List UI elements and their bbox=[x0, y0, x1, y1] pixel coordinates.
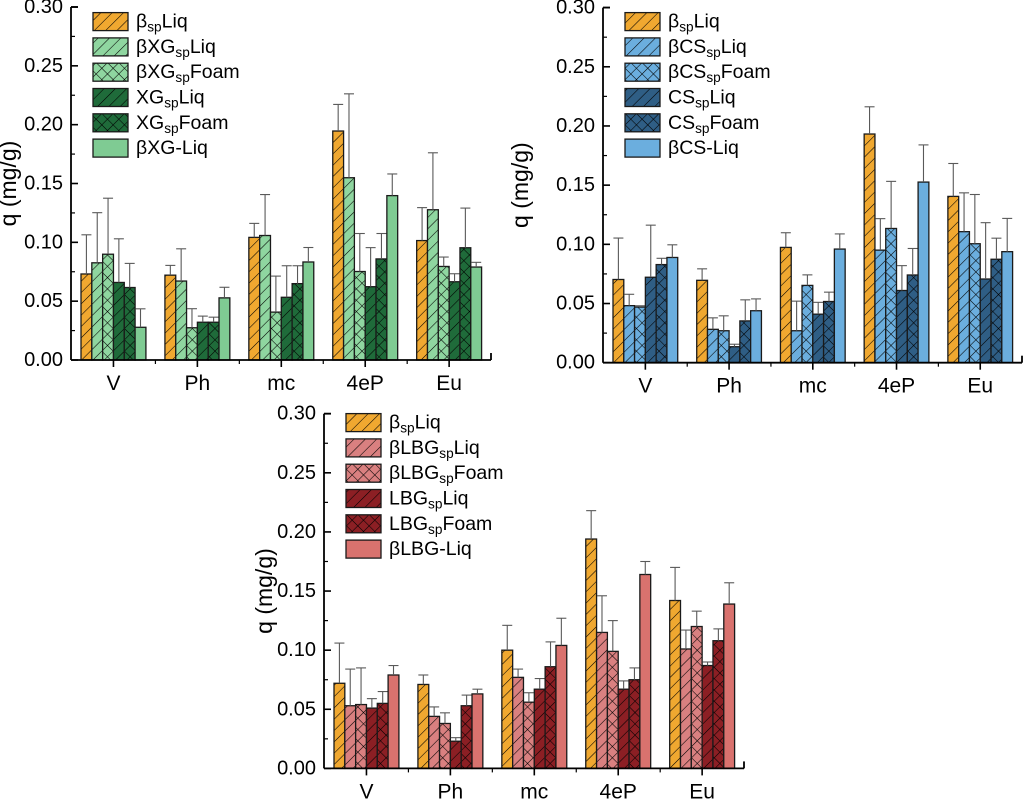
svg-text:0.20: 0.20 bbox=[24, 114, 63, 136]
svg-text:βspLiq: βspLiq bbox=[668, 11, 720, 35]
svg-text:0.15: 0.15 bbox=[556, 174, 595, 196]
svg-text:Ph: Ph bbox=[438, 780, 464, 802]
svg-text:mc: mc bbox=[799, 375, 827, 398]
svg-text:0.20: 0.20 bbox=[556, 115, 595, 137]
svg-text:XGspFoam: XGspFoam bbox=[136, 112, 228, 136]
svg-text:βspLiq: βspLiq bbox=[136, 11, 188, 35]
svg-text:0.20: 0.20 bbox=[277, 521, 316, 543]
svg-text:Eu: Eu bbox=[436, 372, 462, 395]
svg-text:mc: mc bbox=[267, 372, 295, 395]
svg-text:Eu: Eu bbox=[689, 780, 715, 802]
svg-text:0.30: 0.30 bbox=[556, 0, 595, 19]
svg-text:0.30: 0.30 bbox=[277, 403, 316, 425]
svg-text:βLBG-Liq: βLBG-Liq bbox=[389, 538, 472, 560]
svg-text:0.05: 0.05 bbox=[24, 290, 63, 312]
svg-text:q (mg/g): q (mg/g) bbox=[507, 142, 533, 228]
svg-text:0.05: 0.05 bbox=[277, 698, 316, 720]
svg-text:4eP: 4eP bbox=[878, 375, 915, 398]
svg-text:4eP: 4eP bbox=[600, 780, 637, 802]
svg-text:4eP: 4eP bbox=[347, 372, 384, 395]
svg-text:0.30: 0.30 bbox=[24, 0, 63, 18]
svg-text:0.10: 0.10 bbox=[277, 639, 316, 661]
svg-text:q (mg/g): q (mg/g) bbox=[251, 548, 277, 634]
svg-text:0.25: 0.25 bbox=[277, 462, 316, 484]
svg-text:0.00: 0.00 bbox=[556, 352, 595, 374]
svg-text:βspLiq: βspLiq bbox=[389, 412, 441, 436]
svg-text:βCS-Liq: βCS-Liq bbox=[668, 137, 739, 159]
svg-text:CSspFoam: CSspFoam bbox=[668, 112, 759, 136]
svg-text:0.00: 0.00 bbox=[24, 349, 63, 371]
svg-text:βXG-Liq: βXG-Liq bbox=[136, 137, 208, 159]
svg-text:0.05: 0.05 bbox=[556, 293, 595, 315]
svg-text:Ph: Ph bbox=[185, 372, 211, 395]
svg-text:Eu: Eu bbox=[967, 375, 993, 398]
svg-text:βLBGspLiq: βLBGspLiq bbox=[389, 437, 480, 461]
svg-text:0.25: 0.25 bbox=[24, 55, 63, 77]
svg-text:q (mg/g): q (mg/g) bbox=[0, 141, 21, 227]
svg-text:0.10: 0.10 bbox=[556, 233, 595, 255]
svg-text:Ph: Ph bbox=[716, 375, 742, 398]
svg-text:V: V bbox=[106, 372, 120, 395]
svg-text:0.25: 0.25 bbox=[556, 56, 595, 78]
svg-text:0.15: 0.15 bbox=[277, 580, 316, 602]
svg-text:V: V bbox=[359, 780, 373, 802]
svg-text:0.10: 0.10 bbox=[24, 231, 63, 253]
svg-text:0.15: 0.15 bbox=[24, 173, 63, 195]
svg-text:mc: mc bbox=[520, 780, 548, 802]
svg-text:0.00: 0.00 bbox=[277, 757, 316, 779]
svg-text:V: V bbox=[638, 375, 652, 398]
